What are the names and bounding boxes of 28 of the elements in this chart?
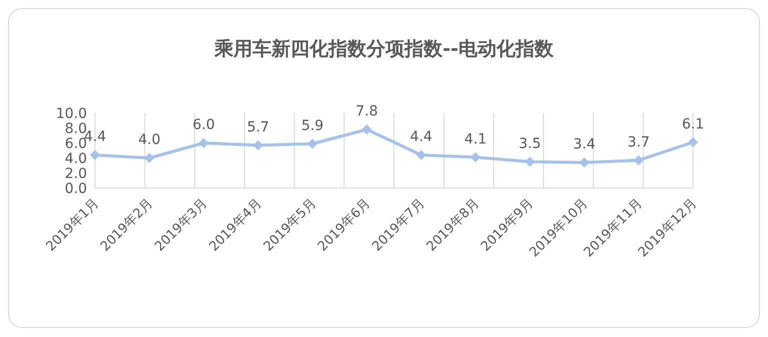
point [362,124,372,134]
data-label: 5.9 [301,118,324,134]
point [253,140,264,150]
point [90,150,100,160]
data-label: 3.4 [573,136,596,152]
data-label: 4.1 [464,131,487,148]
data-label: 6.1 [682,116,704,132]
data-label: 3.5 [518,136,542,152]
data-label: 6.0 [192,117,215,133]
point [416,150,426,160]
data-label: 7.8 [356,104,378,120]
y-tick-label: 10.0 [56,106,87,122]
point [307,138,318,149]
data-label: 4.0 [138,132,160,148]
data-label: 4.4 [410,129,432,145]
point [198,138,209,148]
y-tick-label: 4.0 [64,150,87,167]
data-label: 5.7 [246,119,270,136]
data-label: 3.7 [628,134,650,150]
point [144,153,154,163]
chart-title: 乘用车新四化指数分项指数--电动化指数 [213,37,554,62]
y-tick-label: 0.0 [64,180,87,197]
point [524,156,535,167]
y-tick-label: 2.0 [64,166,87,182]
point [579,158,590,168]
point [634,155,644,166]
point [688,137,698,148]
point [470,152,481,162]
